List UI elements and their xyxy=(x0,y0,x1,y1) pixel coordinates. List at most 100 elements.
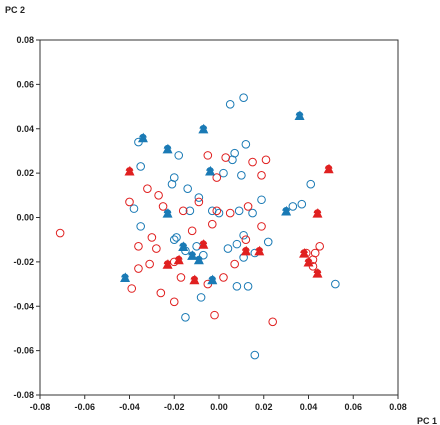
data-point-filled-triangle xyxy=(312,267,323,278)
data-point-filled-triangle xyxy=(162,259,173,269)
data-point-filled-triangle xyxy=(178,241,189,251)
data-point-filled xyxy=(120,272,131,283)
data-point xyxy=(199,250,208,260)
data-point xyxy=(297,199,307,209)
data-point xyxy=(158,202,168,211)
data-point-filled-triangle xyxy=(193,254,204,265)
data-point xyxy=(225,208,235,218)
data-point-filled xyxy=(312,208,323,218)
data-point xyxy=(239,93,248,102)
x-tick-label: 0.06 xyxy=(344,402,362,412)
data-point xyxy=(147,233,157,242)
data-point xyxy=(241,235,251,244)
data-point xyxy=(143,184,152,193)
data-point xyxy=(194,193,204,202)
data-point xyxy=(181,313,190,322)
data-point-filled-triangle xyxy=(299,248,310,258)
data-point-filled xyxy=(193,254,204,265)
data-point xyxy=(134,264,143,273)
y-tick-label: 0.02 xyxy=(16,168,34,178)
x-tick-label: 0.08 xyxy=(389,402,407,412)
data-point xyxy=(225,100,235,109)
data-point xyxy=(136,162,145,171)
data-point-filled-triangle xyxy=(281,205,292,216)
data-point xyxy=(257,171,266,180)
y-tick-label: -0.06 xyxy=(13,346,34,356)
data-point-filled xyxy=(178,241,189,251)
data-point xyxy=(176,273,186,282)
data-point xyxy=(261,155,271,165)
data-point-filled xyxy=(162,143,173,154)
data-point-filled-triangle xyxy=(207,274,218,285)
data-point xyxy=(232,239,242,249)
data-point-filled-triangle xyxy=(323,163,334,174)
y-tick-label: 0.04 xyxy=(16,124,34,134)
data-point xyxy=(234,206,244,216)
data-point xyxy=(306,179,316,189)
data-point xyxy=(174,151,184,160)
data-point-filled-triangle xyxy=(120,272,131,283)
data-point xyxy=(248,157,257,167)
data-point-filled-triangle xyxy=(198,239,209,249)
data-point xyxy=(232,281,242,291)
data-point xyxy=(183,184,192,193)
data-point-filled-triangle xyxy=(124,165,135,176)
data-point xyxy=(207,219,217,229)
data-point xyxy=(154,191,163,200)
data-point xyxy=(257,222,266,231)
data-point xyxy=(268,317,278,327)
data-point-filled xyxy=(198,123,209,134)
data-point xyxy=(156,288,166,298)
data-point-filled xyxy=(173,254,184,265)
data-point xyxy=(243,281,253,291)
data-point xyxy=(196,293,206,302)
data-point-filled-triangle xyxy=(312,208,323,218)
data-point xyxy=(136,222,145,231)
data-point-filled-triangle xyxy=(294,110,305,121)
x-tick-label: -0.06 xyxy=(74,402,95,412)
y-tick-label: -0.02 xyxy=(13,257,34,267)
data-point xyxy=(167,179,177,189)
data-point xyxy=(214,208,224,218)
x-tick-label: -0.04 xyxy=(119,402,140,412)
data-point xyxy=(212,206,222,216)
data-point-filled-triangle xyxy=(198,123,209,134)
x-tick-label: -0.08 xyxy=(30,402,51,412)
x-tick-label: 0.00 xyxy=(210,402,228,412)
data-point xyxy=(129,204,139,213)
data-point-filled-triangle xyxy=(205,165,216,176)
data-point xyxy=(219,273,228,282)
data-point xyxy=(134,242,143,251)
data-point xyxy=(55,228,65,238)
data-point-filled xyxy=(294,110,305,121)
data-point-filled xyxy=(299,248,310,258)
data-point xyxy=(169,235,179,244)
data-point-filled-triangle xyxy=(187,250,198,260)
data-point-filled xyxy=(323,163,334,174)
data-point xyxy=(194,197,204,207)
data-point xyxy=(239,230,248,240)
data-point-filled-triangle xyxy=(189,274,200,285)
data-point-filled xyxy=(254,245,265,256)
x-axis-title: PC 1 xyxy=(417,416,437,425)
x-tick-label: 0.04 xyxy=(300,402,318,412)
data-point xyxy=(331,279,340,289)
data-point-filled xyxy=(281,205,292,216)
data-point xyxy=(178,206,188,216)
data-point xyxy=(310,248,320,258)
x-tick-label: 0.02 xyxy=(255,402,273,412)
data-point xyxy=(248,208,257,218)
data-point-filled-triangle xyxy=(254,245,265,256)
data-point xyxy=(185,206,195,216)
data-point-filled-triangle xyxy=(162,143,173,154)
data-point-filled xyxy=(137,132,148,143)
data-point-filled xyxy=(187,250,198,260)
data-point-filled xyxy=(312,267,323,278)
data-point xyxy=(210,310,219,320)
data-point xyxy=(237,171,246,180)
data-point xyxy=(203,151,213,160)
data-point xyxy=(125,197,134,207)
data-point xyxy=(257,195,266,205)
y-axis: -0.08 -0.06 -0.04 -0.02 0.00 0.02 0.04 0.06 0.08 xyxy=(13,35,40,400)
